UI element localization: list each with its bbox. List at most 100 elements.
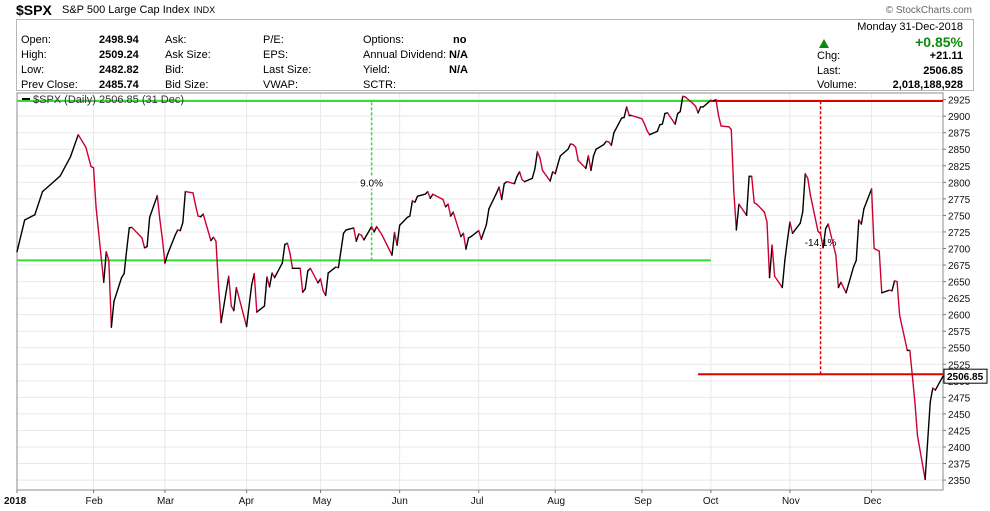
- last-value-box: [943, 368, 988, 384]
- price-segment: [745, 175, 750, 217]
- price-segment: [289, 252, 294, 270]
- price-segment: [299, 267, 304, 293]
- price-segment: [363, 225, 373, 241]
- price-segment: [819, 233, 824, 249]
- price-segment: [202, 213, 212, 242]
- x-tick-label: Oct: [703, 496, 719, 507]
- sctr-label: SCTR:: [363, 79, 396, 91]
- price-segment: [488, 192, 498, 210]
- price-segment: [266, 276, 271, 288]
- price-segment: [324, 272, 329, 297]
- price-segment: [34, 190, 44, 216]
- price-segment: [840, 281, 847, 294]
- price-segment: [648, 130, 658, 136]
- ask-label: Ask:: [165, 34, 187, 46]
- price-segment: [256, 305, 266, 313]
- price-segment: [194, 204, 199, 217]
- price-segment: [113, 276, 123, 303]
- y-tick-label: 2850: [948, 145, 971, 156]
- price-segment: [694, 105, 699, 114]
- y-tick-label: 2425: [948, 426, 971, 437]
- quote-date: Monday 31-Dec-2018: [857, 21, 963, 33]
- price-segment: [771, 244, 776, 277]
- price-segment: [702, 99, 712, 108]
- annotation-layer: 9.0% -14.1%: [17, 99, 943, 376]
- price-segment: [661, 112, 666, 125]
- price-segment: [799, 211, 804, 225]
- y-tick-label: 2525: [948, 360, 971, 371]
- brand-label[interactable]: © StockCharts.com: [885, 5, 972, 16]
- x-tick-label: Apr: [239, 496, 255, 507]
- price-segment: [595, 143, 605, 150]
- price-segment: [539, 157, 544, 172]
- price-segment: [789, 221, 794, 234]
- price-segment: [281, 243, 286, 264]
- price-segment: [228, 275, 232, 307]
- yield-label: Yield:: [363, 64, 391, 76]
- price-segment: [896, 280, 901, 317]
- x-tick-label: Sep: [634, 496, 652, 507]
- y-tick-label: 2800: [948, 178, 971, 189]
- price-segment: [220, 275, 230, 324]
- price-segment: [41, 179, 56, 193]
- dividend-value: N/A: [449, 49, 468, 61]
- price-segment: [253, 272, 258, 313]
- y-tick-label: 2925: [948, 96, 971, 107]
- legend-text: $SPX (Daily) 2506.85 (31 Dec): [33, 94, 184, 106]
- price-segment: [110, 300, 115, 328]
- quote-panel: Open: 2498.94 High: 2509.24 Low: 2482.82…: [16, 19, 974, 91]
- bid-size-label: Bid Size:: [165, 79, 209, 91]
- price-segment: [518, 171, 523, 181]
- price-segment: [273, 262, 284, 279]
- y-tick-label: 2875: [948, 129, 971, 140]
- eps-label: EPS:: [263, 49, 289, 61]
- price-segment: [123, 249, 128, 275]
- dividend-label: Annual Dividend:: [363, 49, 447, 61]
- price-segment: [54, 175, 62, 182]
- price-segment: [715, 98, 720, 117]
- price-segment: [442, 198, 447, 208]
- price-segment: [697, 106, 702, 114]
- price-segment: [590, 155, 595, 172]
- price-segment: [911, 375, 916, 404]
- price-segment: [587, 155, 592, 172]
- last-value: 2506.85: [923, 65, 963, 77]
- change-percent: +0.85%: [915, 34, 963, 50]
- price-segment: [781, 259, 786, 289]
- chart-grid: [16, 93, 943, 490]
- price-segment: [398, 216, 408, 227]
- options-value: no: [453, 34, 467, 46]
- price-segment: [898, 314, 908, 352]
- price-segment: [381, 233, 393, 256]
- price-segment: [929, 387, 934, 403]
- price-segment: [574, 146, 579, 162]
- price-segment: [730, 128, 735, 193]
- annotation-label-bg: [800, 236, 841, 249]
- price-segment: [684, 96, 694, 105]
- price-segment: [791, 222, 801, 234]
- up-arrow-icon: [819, 39, 829, 48]
- y-tick-label: 2650: [948, 278, 971, 289]
- price-segment: [878, 250, 883, 294]
- price-segment: [585, 155, 590, 170]
- change-value: +21.11: [929, 50, 963, 62]
- price-segment: [375, 225, 380, 232]
- price-segment: [148, 194, 159, 219]
- price-segment: [319, 278, 324, 292]
- price-segment: [416, 193, 426, 197]
- annotation-label: -14.1%: [805, 238, 837, 249]
- price-segment: [549, 171, 554, 182]
- x-tick-label: Jul: [471, 496, 484, 507]
- price-segment: [427, 190, 431, 199]
- price-segment: [23, 214, 36, 221]
- price-segment: [353, 227, 357, 242]
- price-segment: [646, 130, 651, 136]
- price-segment: [536, 151, 541, 159]
- price-segment: [804, 173, 809, 180]
- price-segment: [245, 304, 250, 328]
- y-tick-label: 2900: [948, 112, 971, 123]
- chart-title-bar: $SPX S&P 500 Large Cap Index INDX © Stock…: [16, 2, 974, 18]
- price-segment: [853, 259, 857, 268]
- price-segment: [807, 177, 812, 196]
